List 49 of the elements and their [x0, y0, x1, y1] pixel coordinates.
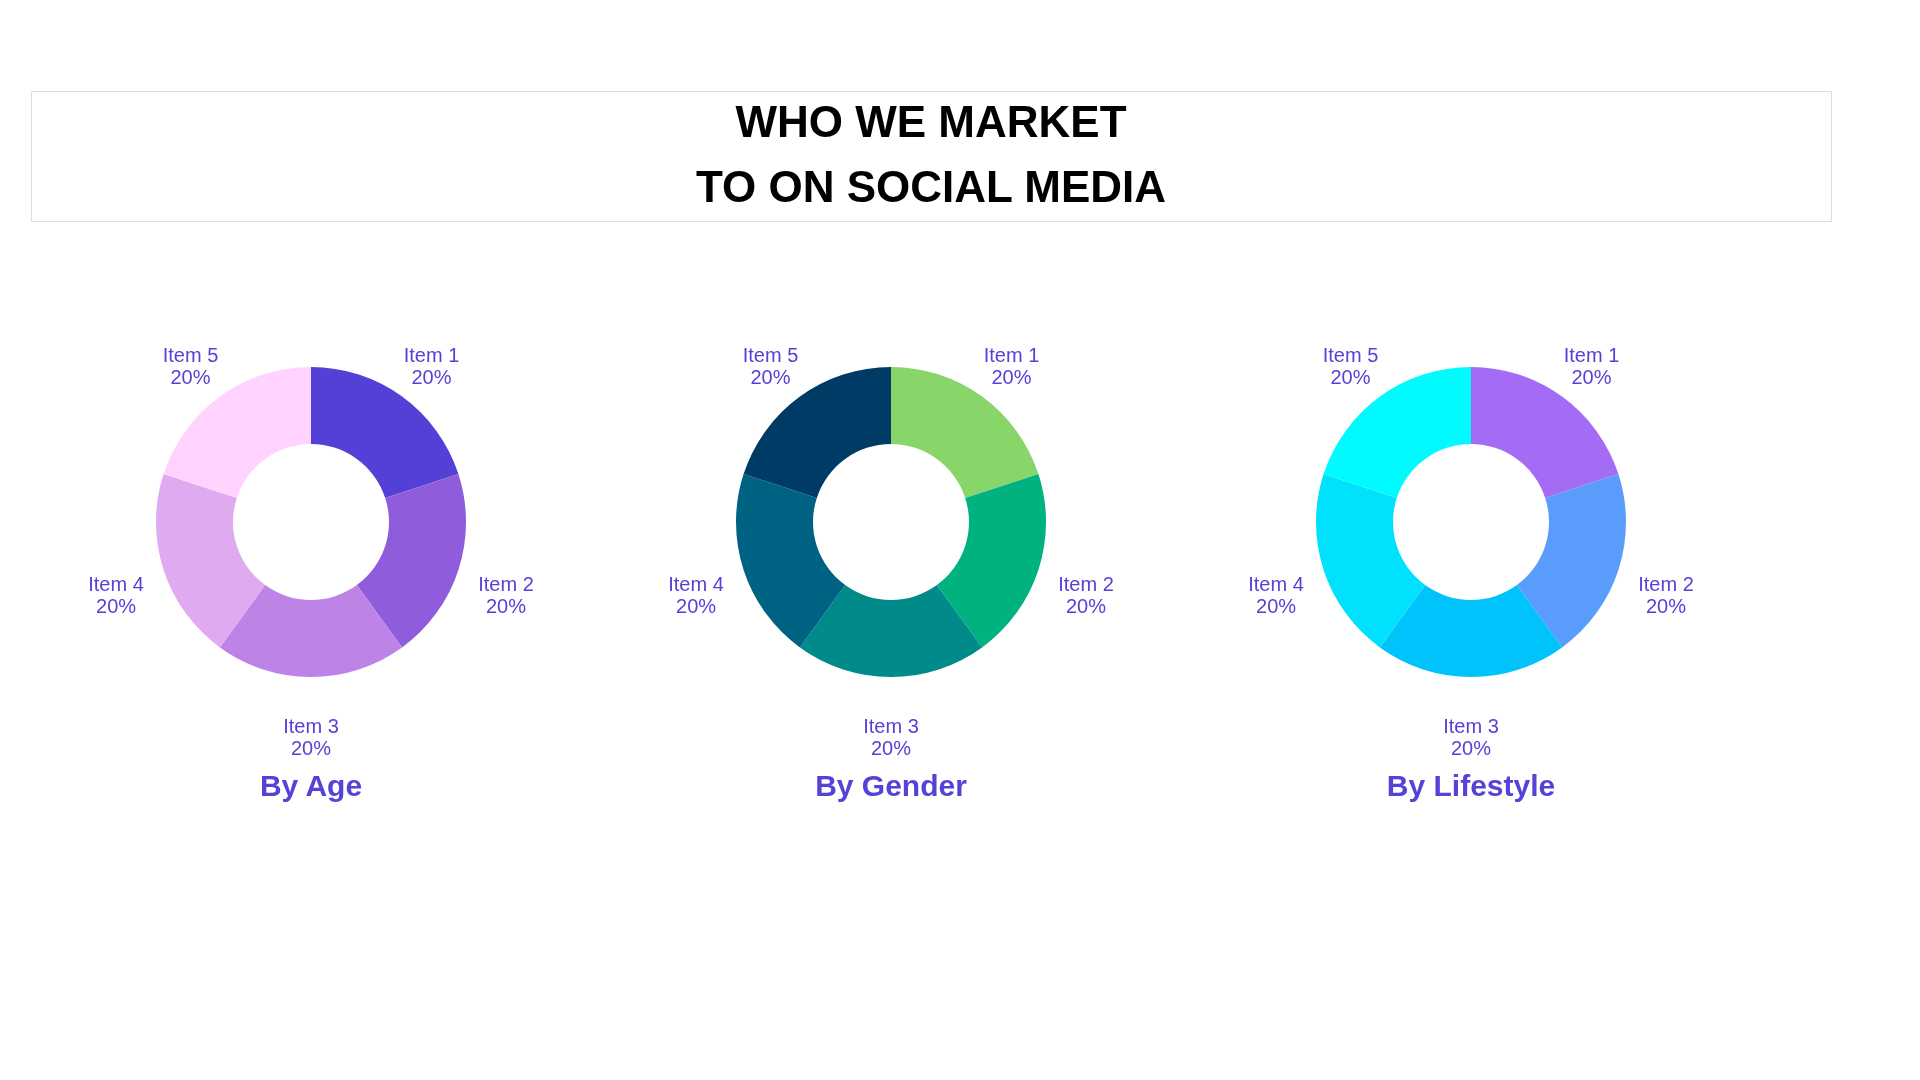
slice-label: Item 4	[88, 573, 144, 596]
data-label: 20%	[96, 595, 137, 618]
text: By Lifestyle	[1386, 769, 1556, 802]
data-label: 20%	[870, 737, 912, 759]
data-label: 20%	[170, 366, 211, 389]
donut-slice	[936, 474, 1046, 648]
donut-slice	[1316, 474, 1426, 648]
slice-label: Item 2	[1638, 573, 1694, 596]
donut-slice	[219, 585, 403, 677]
data-label: 20%	[1065, 595, 1107, 618]
data-label: 20%	[411, 366, 452, 389]
donut-slice	[163, 367, 311, 498]
data-label: 20%	[676, 595, 717, 618]
donut-slice	[736, 474, 846, 648]
data-label: 20%	[290, 737, 332, 759]
slice-label: Item 5	[742, 344, 799, 367]
donut-slice	[891, 367, 1039, 498]
data-label: 20%	[750, 366, 791, 389]
data-label: 20%	[485, 595, 527, 618]
data-label: 20%	[1450, 737, 1492, 759]
slice-label: Item 3	[1443, 715, 1499, 737]
text: By Gender	[815, 769, 968, 802]
slice-label: Item 4	[668, 573, 724, 596]
donut-slice	[743, 367, 891, 498]
slice-label: Item 2	[478, 573, 534, 596]
slice-label: Item 1	[983, 344, 1040, 367]
data-label: 20%	[991, 366, 1032, 389]
donut-slice	[1323, 367, 1471, 498]
data-label: 20%	[1571, 366, 1612, 389]
donut-slice	[1516, 474, 1626, 648]
text: WHO WE MARKET TO ON SOCIAL MEDIA	[695, 96, 1167, 211]
slice-label: Item 3	[283, 715, 339, 737]
text: By Age	[259, 769, 363, 802]
slice-label: Item 1	[403, 344, 460, 367]
slice-label: Item 5	[1322, 344, 1379, 367]
donut-slice	[311, 367, 459, 498]
donut-slice	[356, 474, 466, 648]
data-label: 20%	[1256, 595, 1297, 618]
donut-slice	[156, 474, 266, 648]
slice-label: Item 4	[1248, 573, 1304, 596]
data-label: 20%	[1330, 366, 1371, 389]
slice-label: Item 3	[863, 715, 919, 737]
slice-label: Item 1	[1563, 344, 1620, 367]
slice-label: Item 5	[162, 344, 219, 367]
slice-label: Item 2	[1058, 573, 1114, 596]
donut-slice	[799, 585, 983, 677]
donut-slice	[1471, 367, 1619, 498]
data-label: 20%	[1645, 595, 1687, 618]
donut-slice	[1379, 585, 1563, 677]
